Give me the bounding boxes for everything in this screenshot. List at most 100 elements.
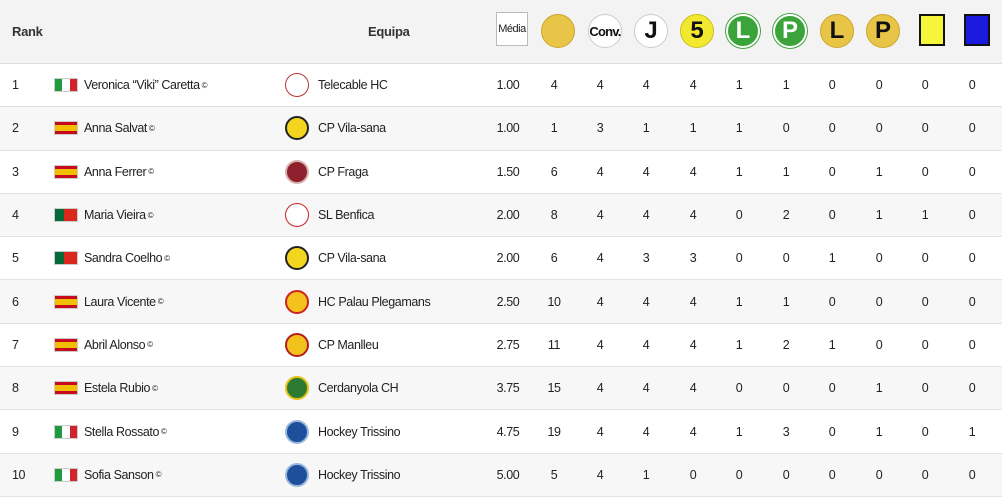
captain-mark: ©: [155, 470, 162, 480]
player-name[interactable]: Anna Salvat ©: [84, 107, 155, 149]
player-name-text: Anna Salvat: [84, 121, 148, 136]
team-name[interactable]: Hockey Trissino: [318, 467, 401, 482]
blue-card-icon[interactable]: [964, 14, 990, 46]
player-name-text: Anna Ferrer: [84, 164, 147, 179]
gold-p-cell: 0: [875, 467, 883, 482]
yellow-card-icon[interactable]: [919, 14, 945, 46]
team-name[interactable]: CP Vila-sana: [318, 251, 386, 266]
player-name-text: Abril Alonso: [84, 337, 146, 352]
gold-p-cell: 0: [875, 78, 883, 93]
fraga-logo-icon[interactable]: [285, 159, 309, 184]
table-row[interactable]: 4 Maria Vieira © SL Benfica 2.00 8 4 4 4 0 2 0 1 1 0: [0, 193, 1002, 238]
goals-cell: 15: [547, 381, 561, 396]
team-name[interactable]: CP Manlleu: [318, 337, 379, 352]
player-name[interactable]: Estela Rubio ©: [84, 367, 158, 409]
starting-five-icon[interactable]: 5: [680, 14, 714, 48]
palau-logo-icon[interactable]: [285, 289, 309, 314]
green-l-cell: 0: [735, 251, 743, 266]
player-name[interactable]: Anna Ferrer ©: [84, 151, 154, 193]
team-name[interactable]: SL Benfica: [318, 208, 374, 223]
team-name[interactable]: Telecable HC: [318, 78, 388, 93]
media-header[interactable]: Média: [496, 12, 528, 46]
player-name[interactable]: Sandra Coelho ©: [84, 237, 170, 279]
player-name[interactable]: Laura Vicente ©: [84, 280, 164, 322]
green-p-cell: 1: [782, 78, 790, 93]
convocations-cell: 4: [596, 251, 604, 266]
spain-flag-icon: [54, 337, 78, 352]
yellow-cards-cell: 0: [921, 78, 929, 93]
goals-cell: 19: [547, 424, 561, 439]
blue-cards-cell: 0: [968, 337, 976, 352]
gold-l-cell: 0: [828, 424, 836, 439]
games-icon[interactable]: J: [634, 14, 668, 48]
telecable-logo-icon[interactable]: [285, 73, 309, 98]
green-p-cell: 0: [782, 121, 790, 136]
media-cell: 2.00: [496, 208, 520, 223]
gold-l-cell: 0: [828, 467, 836, 482]
table-row[interactable]: 2 Anna Salvat © CP Vila-sana 1.00 1 3 1 1 1 0 0 0 0 0: [0, 107, 1002, 151]
team-name[interactable]: CP Vila-sana: [318, 121, 386, 136]
spain-flag-icon: [54, 294, 78, 309]
gold-p-cell: 0: [875, 294, 883, 309]
table-row[interactable]: 8 Estela Rubio © Cerdanyola CH 3.75 15 4 4 4 0 0 0 1…: [0, 367, 1002, 411]
team-name[interactable]: CP Fraga: [318, 164, 369, 179]
team-name[interactable]: Hockey Trissino: [318, 424, 401, 439]
player-name-text: Laura Vicente: [84, 294, 156, 309]
table-row[interactable]: 3 Anna Ferrer © CP Fraga 1.50 6 4 4 4 1 1 0 1 0 0: [0, 151, 1002, 194]
gold-l-icon[interactable]: L: [820, 14, 854, 48]
manlleu-logo-icon[interactable]: [285, 332, 309, 357]
rank-header[interactable]: Rank: [12, 24, 43, 39]
table-row[interactable]: 7 Abril Alonso © CP Manlleu 2.75 11 4 4 4 1 2 1 0 0 0: [0, 324, 1002, 368]
table-row[interactable]: 9 Stella Rossato © Hockey Trissino 4.75 19 4 4 4…: [0, 410, 1002, 454]
captain-mark: ©: [161, 427, 167, 437]
starting-five-cell: 4: [689, 337, 697, 352]
convocations-cell: 4: [596, 337, 604, 352]
vilasana-logo-icon[interactable]: [285, 246, 309, 271]
table-row[interactable]: 6 Laura Vicente © HC Palau Plegamans 2.50 10 4…: [0, 280, 1002, 324]
green-p-cell: 0: [782, 381, 790, 396]
yellow-cards-cell: 0: [921, 381, 929, 396]
gold-l-cell: 1: [828, 337, 836, 352]
player-name[interactable]: Stella Rossato ©: [84, 410, 167, 452]
media-cell: 2.75: [496, 337, 520, 352]
player-name[interactable]: Abril Alonso ©: [84, 324, 153, 366]
green-p-cell: 3: [782, 424, 790, 439]
captain-mark: ©: [157, 297, 164, 307]
player-name[interactable]: Maria Vieira ©: [84, 194, 154, 236]
player-name[interactable]: Veronica “Viki” Caretta ©: [84, 64, 207, 106]
italy-flag-icon: [54, 424, 78, 439]
trissino-logo-icon[interactable]: [285, 419, 309, 444]
player-name-text: Maria Vieira: [84, 208, 146, 223]
green-p-cell: 0: [782, 251, 790, 266]
rank-cell: 9: [12, 424, 19, 439]
green-p-cell: 2: [782, 337, 790, 352]
rank-cell: 6: [12, 294, 19, 309]
table-row[interactable]: 5 Sandra Coelho © CP Vila-sana 2.00 6 4 3 3 0 0 1 0 0…: [0, 237, 1002, 281]
vilasana-logo-icon[interactable]: [285, 116, 309, 141]
player-name[interactable]: Sofia Sanson ©: [84, 454, 161, 496]
rank-cell: 8: [12, 381, 19, 396]
table-row[interactable]: 1 Veronica “Viki” Caretta © Telecable HC 1.0…: [0, 64, 1002, 108]
gold-l-cell: 0: [828, 381, 836, 396]
trissino-logo-icon[interactable]: [285, 462, 309, 487]
team-name[interactable]: Cerdanyola CH: [318, 381, 399, 396]
green-p-icon[interactable]: P: [773, 14, 807, 48]
games-cell: 3: [642, 251, 650, 266]
team-header[interactable]: Equipa: [368, 24, 410, 39]
convocations-icon[interactable]: Conv.: [588, 14, 622, 48]
spain-flag-icon: [54, 164, 78, 179]
gold-l-cell: 1: [828, 251, 836, 266]
table-row[interactable]: 10 Sofia Sanson © Hockey Trissino 5.00 5 4 1 0 0 0…: [0, 453, 1002, 497]
blue-cards-cell: 0: [968, 294, 976, 309]
benfica-logo-icon[interactable]: [285, 203, 309, 228]
green-l-icon[interactable]: L: [726, 14, 760, 48]
convocations-cell: 3: [596, 121, 604, 136]
convocations-cell: 4: [596, 294, 604, 309]
green-l-cell: 1: [735, 424, 743, 439]
goals-icon[interactable]: [541, 14, 575, 48]
green-p-cell: 1: [782, 164, 790, 179]
player-name-text: Sofia Sanson: [84, 467, 154, 482]
team-name[interactable]: HC Palau Plegamans: [318, 294, 431, 309]
cerdanyola-logo-icon[interactable]: [285, 376, 309, 401]
gold-p-icon[interactable]: P: [866, 14, 900, 48]
